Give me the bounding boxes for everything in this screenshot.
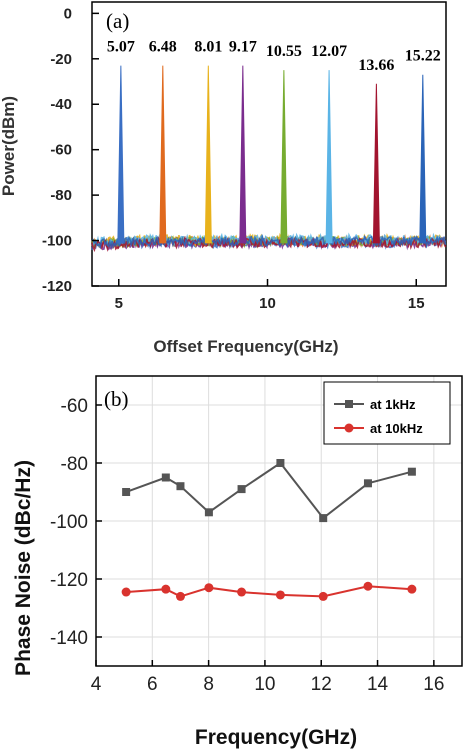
- x-ticks-b: 4 6 8 10 12 14 16: [91, 660, 444, 695]
- y-tick-label-a: -100: [42, 233, 72, 250]
- x-axis-label-a: Offset Frequency(GHz): [153, 337, 338, 356]
- legend-label-1: at 1kHz: [370, 397, 416, 412]
- x-tick-label-b: 10: [254, 674, 275, 695]
- x-tick-label-b: 6: [147, 674, 158, 695]
- peak-5: [280, 70, 288, 244]
- peak-2: [159, 65, 167, 244]
- peak-label-1: 5.07: [107, 39, 135, 56]
- peak-label-4: 9.17: [229, 39, 257, 56]
- y-tick-label-a: -20: [50, 51, 72, 68]
- y-tick-label-b: -100: [50, 512, 88, 533]
- series-b: [121, 459, 417, 601]
- legend-label-2: at 10kHz: [370, 421, 423, 436]
- point-1khz: [204, 508, 213, 517]
- x-tick-label-a: 5: [115, 295, 123, 312]
- chart-b: 4 6 8 10 12 14 16 -60 -80 -100 -120 -140 (b) at 1k…: [12, 375, 463, 749]
- point-10khz: [237, 587, 247, 597]
- peak-label-2: 6.48: [149, 39, 177, 56]
- peak-label-6: 12.07: [311, 43, 347, 60]
- y-axis-label-a: Power(dBm): [0, 96, 18, 196]
- y-tick-label-a: 0: [64, 5, 72, 22]
- y-tick-label-a: -60: [50, 142, 72, 159]
- peak-1: [117, 65, 125, 244]
- point-1khz: [237, 485, 246, 494]
- y-tick-label-b: -120: [50, 570, 88, 591]
- legend-box: [323, 381, 451, 445]
- x-axis-label-b: Frequency(GHz): [195, 726, 357, 749]
- plot-frame-a: [91, 1, 447, 287]
- legend: at 1kHz at 10kHz: [323, 381, 451, 445]
- y-tick-label-a: -40: [50, 96, 72, 113]
- x-ticks-a: 5 10 15: [115, 279, 425, 312]
- peak-labels: 5.07 6.48 8.01 9.17 10.55 12.07 13.66 15.22: [107, 39, 441, 74]
- point-10khz: [204, 583, 214, 593]
- x-tick-label-b: 12: [311, 674, 332, 695]
- point-1khz: [407, 467, 416, 476]
- peak-4: [239, 65, 247, 244]
- peak-label-5: 10.55: [266, 43, 302, 60]
- legend-marker-1: [345, 400, 353, 408]
- point-1khz: [363, 479, 372, 488]
- y-tick-label-b: -60: [61, 396, 88, 417]
- peak-label-3: 8.01: [194, 39, 222, 56]
- y-axis-label-b: Phase Noise (dBc/Hz): [12, 460, 35, 676]
- point-10khz: [363, 581, 373, 591]
- y-tick-label-b: -140: [50, 628, 88, 649]
- legend-marker-2: [344, 423, 354, 433]
- point-10khz: [275, 590, 285, 600]
- spectrum-traces: [91, 65, 447, 253]
- point-10khz: [407, 584, 417, 594]
- y-tick-label-b: -80: [61, 454, 88, 475]
- peak-6: [325, 70, 333, 244]
- peak-3: [204, 65, 212, 244]
- panel-label-b: (b): [104, 387, 129, 411]
- peak-label-8: 15.22: [405, 48, 441, 65]
- point-10khz: [121, 587, 131, 597]
- y-ticks-a: 0 -20 -40 -60 -80 -100 -120: [42, 5, 99, 295]
- peak-8: [419, 74, 427, 244]
- x-tick-label-b: 14: [367, 674, 389, 695]
- x-tick-label-a: 10: [259, 295, 276, 312]
- point-1khz: [161, 473, 170, 482]
- panel-label-a: (a): [106, 9, 129, 33]
- point-1khz: [122, 488, 131, 496]
- x-tick-label-b: 4: [91, 674, 102, 695]
- chart-a: 5 10 15 0 -20 -40 -60 -80 -100 -120 5.07 6.48 8.01…: [0, 1, 447, 356]
- point-1khz: [176, 482, 185, 491]
- peak-label-7: 13.66: [358, 57, 394, 74]
- y-tick-label-a: -80: [50, 187, 72, 204]
- x-tick-label-a: 15: [408, 295, 425, 312]
- y-ticks-b: -60 -80 -100 -120 -140: [50, 396, 102, 649]
- series-line-1: [125, 461, 413, 520]
- point-1khz: [319, 514, 328, 523]
- x-tick-label-b: 16: [423, 674, 444, 695]
- x-tick-label-b: 8: [203, 674, 214, 695]
- peak-7: [372, 83, 380, 244]
- y-tick-label-a: -120: [42, 278, 72, 295]
- noise-floor-trace-8: [91, 233, 447, 250]
- point-10khz: [161, 584, 171, 594]
- point-10khz: [318, 591, 328, 601]
- point-10khz: [175, 591, 185, 601]
- point-1khz: [276, 459, 285, 467]
